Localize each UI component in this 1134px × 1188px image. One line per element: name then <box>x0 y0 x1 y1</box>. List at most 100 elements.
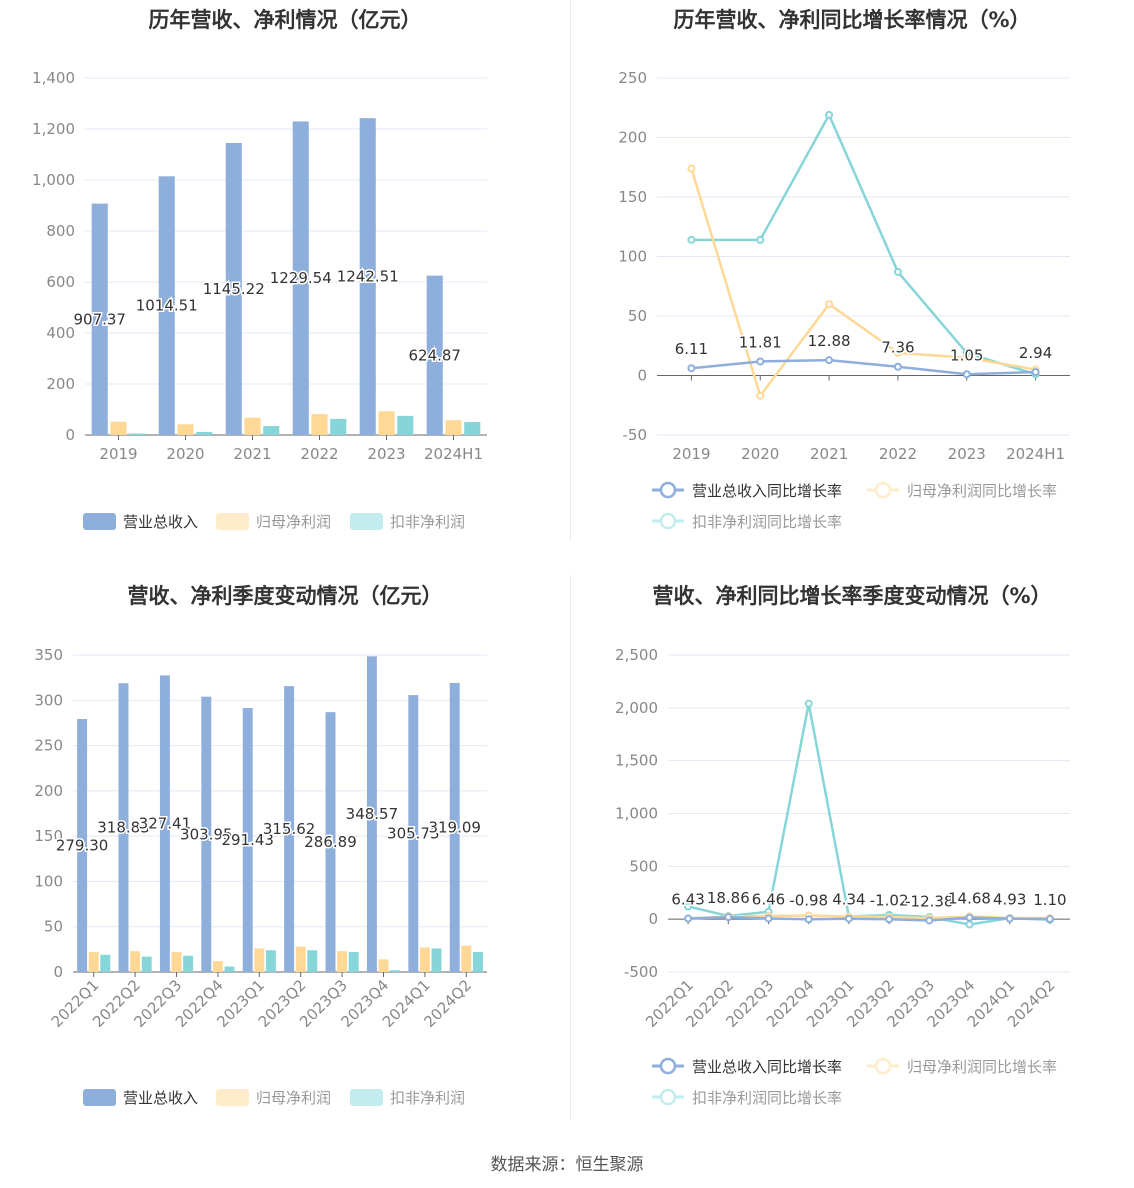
y-tick-label: 200 <box>34 782 63 800</box>
bar-deducted-profit <box>348 952 359 972</box>
legend-swatch <box>350 1089 383 1106</box>
legend-item[interactable]: 扣非净利润 <box>390 1089 465 1107</box>
y-tick-label: 100 <box>618 248 647 266</box>
bar-net-profit <box>212 961 223 972</box>
bar-deducted-profit <box>330 418 347 435</box>
y-tick-label: 0 <box>637 367 647 385</box>
x-tick-label: 2023 <box>367 445 405 463</box>
bar-deducted-profit <box>129 433 146 435</box>
bar-net-profit <box>130 951 141 972</box>
y-tick-label: 300 <box>34 691 63 709</box>
x-tick-label: 2024H1 <box>1006 445 1065 463</box>
x-tick-label: 2024H1 <box>424 445 483 463</box>
x-tick-label: 2023 <box>948 445 986 463</box>
legend-marker-icon <box>874 1057 892 1075</box>
bar-revenue <box>325 712 336 972</box>
chart-3-title: 营收、净利季度变动情况（亿元） <box>127 584 443 608</box>
data-point <box>724 913 733 922</box>
bar-revenue <box>159 675 170 972</box>
legend-item[interactable]: 营业总收入同比增长率 <box>692 482 842 500</box>
legend-item[interactable]: 扣非净利润 <box>390 513 465 531</box>
data-label: 305.73 <box>387 825 440 843</box>
bar-net-profit <box>171 952 182 972</box>
data-label: 327.41 <box>139 815 192 833</box>
y-tick-label: 250 <box>34 737 63 755</box>
data-point <box>844 914 853 923</box>
legend-item[interactable]: 归母净利润同比增长率 <box>907 1058 1057 1076</box>
legend-marker-icon <box>659 512 677 530</box>
data-label: 1229.54 <box>270 269 332 287</box>
data-point <box>962 353 971 362</box>
data-label: 279.30 <box>56 837 109 855</box>
data-point <box>756 391 765 400</box>
bar-revenue <box>225 142 242 435</box>
y-tick-label: 1,000 <box>32 171 75 189</box>
y-tick-label: 2,500 <box>615 646 658 664</box>
data-label: 303.95 <box>180 825 233 843</box>
series-line-0 <box>688 915 1050 922</box>
legend-item[interactable]: 营业总收入 <box>123 513 198 531</box>
data-label: 319.09 <box>428 818 481 836</box>
bar-net-profit <box>295 946 306 972</box>
data-point <box>687 164 696 173</box>
data-point <box>684 902 693 911</box>
y-tick-label: 0 <box>65 426 75 444</box>
legend-item[interactable]: 扣非净利润同比增长率 <box>692 513 842 531</box>
data-point <box>962 370 971 379</box>
y-tick-label: 800 <box>46 222 75 240</box>
data-point <box>1045 915 1054 924</box>
data-point <box>965 920 974 929</box>
data-point <box>885 915 894 924</box>
y-tick-label: 600 <box>46 273 75 291</box>
y-tick-label: 150 <box>618 188 647 206</box>
bar-deducted-profit <box>390 970 401 972</box>
data-label: 1242.51 <box>337 268 399 286</box>
bar-revenue <box>201 696 212 972</box>
data-label: 318.83 <box>97 819 150 837</box>
data-label: -12.38 <box>905 892 953 910</box>
legend-marker-icon <box>659 481 677 499</box>
legend-item[interactable]: 归母净利润 <box>256 1089 331 1107</box>
x-tick-label: 2021 <box>810 445 848 463</box>
data-label: 348.57 <box>346 805 399 823</box>
y-tick-label: 1,000 <box>615 805 658 823</box>
data-point <box>804 915 813 924</box>
y-tick-label: 1,500 <box>615 752 658 770</box>
data-label: 286.89 <box>304 833 357 851</box>
legend-item[interactable]: 扣非净利润同比增长率 <box>692 1089 842 1107</box>
data-point <box>965 913 974 922</box>
data-label: 12.88 <box>808 332 851 350</box>
y-tick-label: 350 <box>34 646 63 664</box>
bar-revenue <box>408 695 419 972</box>
bar-deducted-profit <box>307 950 318 972</box>
legend-item[interactable]: 营业总收入 <box>123 1089 198 1107</box>
y-tick-label: 50 <box>628 307 647 325</box>
data-label: -0.98 <box>789 891 828 909</box>
bar-revenue <box>242 708 253 972</box>
legend-item[interactable]: 归母净利润同比增长率 <box>907 482 1057 500</box>
bar-deducted-profit <box>431 948 442 972</box>
legend-item[interactable]: 营业总收入同比增长率 <box>692 1058 842 1076</box>
bar-deducted-profit <box>464 421 481 435</box>
bar-deducted-profit <box>263 426 280 435</box>
data-label: 18.86 <box>707 889 750 907</box>
x-tick-label: 2022 <box>300 445 338 463</box>
data-point <box>825 110 834 119</box>
data-label: 624.87 <box>408 346 461 364</box>
data-label: 1145.22 <box>203 280 265 298</box>
data-label: 4.34 <box>832 891 865 909</box>
data-label: 315.62 <box>263 820 316 838</box>
legend-item[interactable]: 归母净利润 <box>256 513 331 531</box>
data-point <box>687 235 696 244</box>
data-label: 2.94 <box>1019 344 1052 362</box>
data-label: 6.43 <box>671 890 704 908</box>
bar-revenue <box>292 121 309 436</box>
divider <box>570 0 571 540</box>
bar-net-profit <box>337 951 348 972</box>
bar-deducted-profit <box>472 952 483 972</box>
bar-revenue <box>359 118 376 436</box>
bar-revenue <box>77 719 88 972</box>
data-point <box>893 348 902 357</box>
data-label: 1.10 <box>1033 891 1066 909</box>
